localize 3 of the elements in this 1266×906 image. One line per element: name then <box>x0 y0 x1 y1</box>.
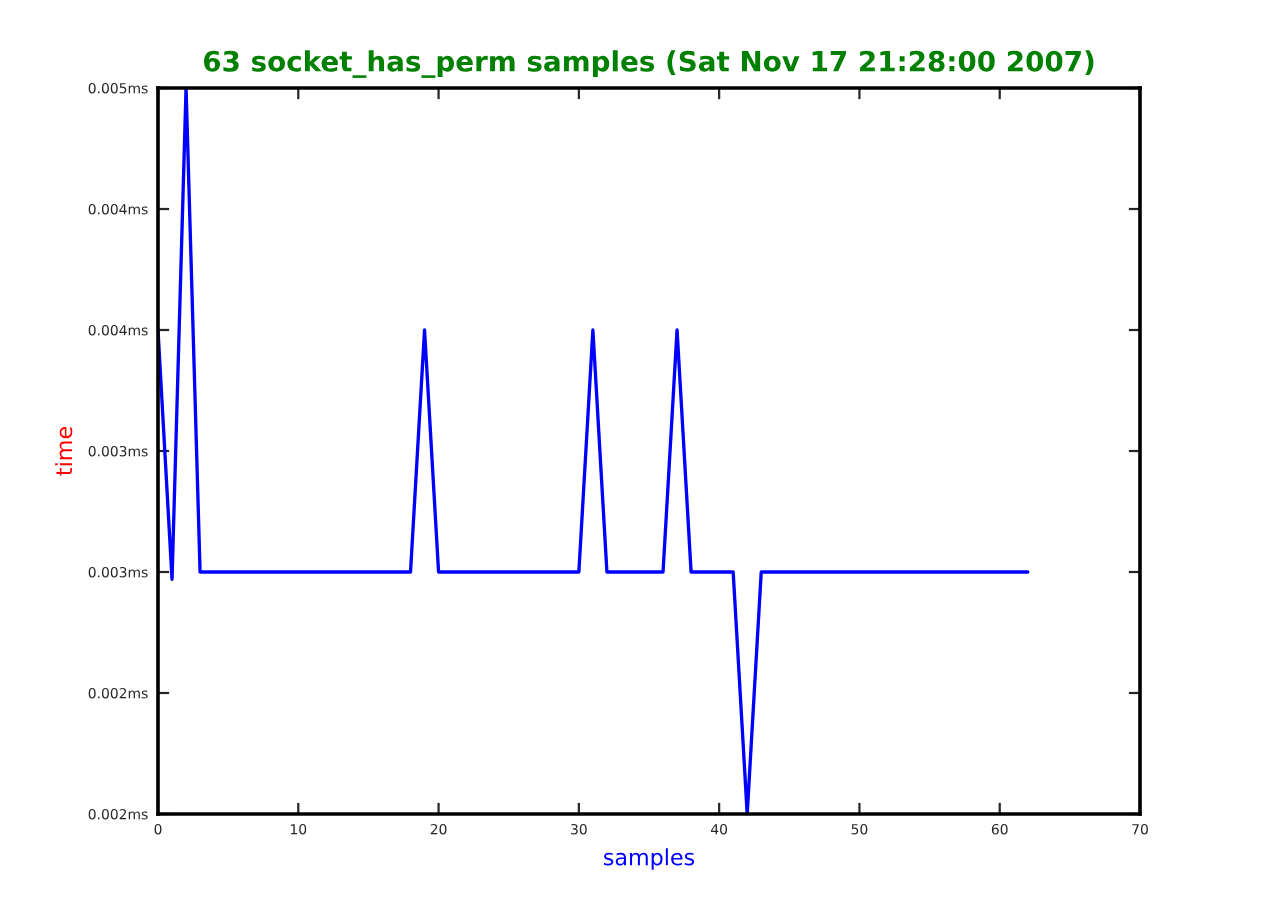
chart-title: 63 socket_has_perm samples (Sat Nov 17 21:28:00 2007) <box>203 50 1094 78</box>
x-axis-title: samples <box>604 848 695 870</box>
y-axis-title: time <box>55 427 73 476</box>
